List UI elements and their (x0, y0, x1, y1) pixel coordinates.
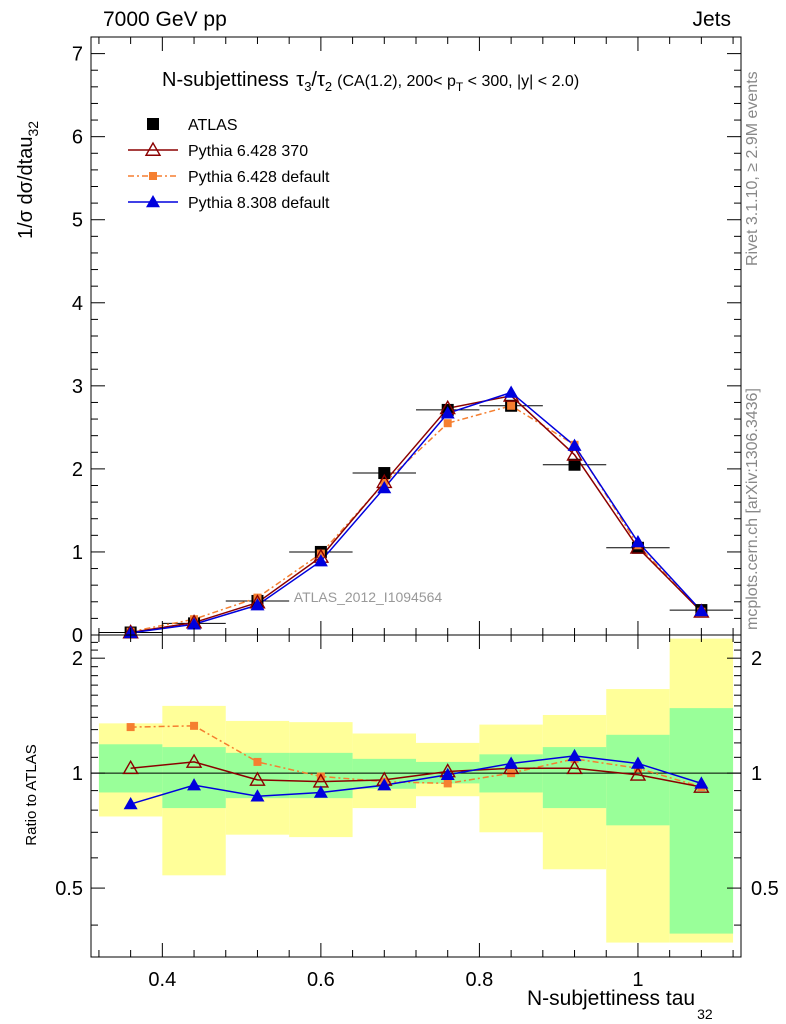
main-y-tick-label: 3 (72, 376, 83, 398)
legend-pythia8-default-marker (146, 195, 160, 208)
main-y-tick-label: 6 (72, 127, 83, 149)
ratio-data-point (377, 778, 392, 791)
ratio-data-point (250, 789, 265, 802)
main-data-point (567, 438, 582, 451)
main-data-point (694, 603, 709, 617)
legend-pythia6-default-marker (149, 172, 157, 180)
ratio-data-point (122, 759, 139, 775)
legend: ATLAS Pythia 6.428 370 Pythia 6.428 defaul… (128, 117, 330, 212)
header-left: 7000 GeV pp (103, 8, 227, 31)
main-data-point (566, 446, 583, 461)
x-tick-label: 0.8 (466, 969, 494, 991)
main-series-line (130, 391, 702, 634)
ratio-data-point (694, 776, 709, 789)
ratio-data-point (185, 753, 203, 768)
main-y-tick-label: 5 (72, 210, 83, 232)
ratio-data-point (316, 772, 325, 781)
ratio-y-tick-label-right: 1 (751, 763, 762, 785)
main-data-point (440, 406, 455, 419)
ratio-data-point (187, 778, 202, 791)
ratio-y-label: Ratio to ATLAS (23, 744, 40, 845)
ratio-axes: 0.5 0.5 1 1 2 2 0.4 0.6 0.8 1 (55, 635, 779, 991)
ratio-data-point (126, 723, 135, 732)
legend-pythia8-default-label: Pythia 8.308 default (188, 195, 330, 212)
main-data-point (443, 419, 452, 428)
ratio-series-line (130, 755, 702, 805)
main-data-point (377, 480, 392, 494)
ratio-y-tick-label: 2 (72, 648, 83, 670)
ratio-panel: 0.5 0.5 1 1 2 2 0.4 0.6 0.8 1 (55, 634, 779, 991)
x-tick-label: 0.4 (148, 969, 176, 991)
ratio-y-tick-label-right: 2 (751, 648, 762, 670)
ratio-data-point (629, 766, 647, 781)
ratio-data-point (567, 748, 582, 762)
legend-pythia6-default-label: Pythia 6.428 default (188, 169, 330, 186)
ratio-bands (91, 638, 741, 943)
main-series-line (130, 394, 702, 634)
main-y-tick-label: 2 (72, 459, 83, 481)
ratio-marks (122, 721, 710, 810)
ratio-green-band (98, 744, 163, 793)
legend-atlas-label: ATLAS (188, 117, 238, 134)
main-data-point (316, 549, 325, 558)
legend-pythia6-370-label: Pythia 6.428 370 (188, 143, 308, 160)
ratio-series-line (130, 725, 702, 788)
x-tick-label: 0.6 (307, 969, 335, 991)
ratio-data-point (253, 757, 262, 766)
ratio-series-line (130, 761, 702, 788)
ratio-data-point (249, 771, 266, 786)
main-axes: 0 1 2 3 4 5 6 7 (72, 36, 741, 647)
ratio-data-point (630, 756, 645, 769)
ratio-data-point (190, 721, 199, 730)
x-axis-label: N-subjettiness tau32 (527, 987, 713, 1022)
legend-atlas-marker (147, 118, 159, 130)
legend-pythia6-370-marker (144, 141, 162, 156)
ratio-data-point (566, 759, 583, 775)
watermark: ATLAS_2012_I1094564 (294, 589, 443, 605)
main-y-tick-label: 7 (72, 44, 83, 66)
main-data-point (250, 598, 265, 611)
main-y-label: 1/σ dσ/dtau32 (15, 121, 41, 239)
ratio-data-point (440, 767, 455, 781)
ratio-y-tick-label: 0.5 (55, 878, 83, 900)
main-data-point (378, 467, 391, 480)
main-data-point (253, 593, 262, 602)
ratio-data-point (443, 779, 452, 788)
main-data-point (187, 617, 202, 630)
main-title: N-subjettiness τ3/τ2 (CA(1.2), 200< pT < … (162, 69, 579, 94)
ratio-data-point (123, 797, 138, 810)
ratio-y-tick-label: 1 (72, 763, 83, 785)
main-data-point (313, 554, 328, 567)
main-y-tick-label: 4 (72, 293, 83, 315)
main-panel: 0 1 2 3 4 5 6 7 (72, 36, 742, 647)
main-data-point (504, 385, 519, 398)
main-y-tick-label: 1 (72, 542, 83, 564)
header-right: Jets (692, 8, 731, 31)
ratio-y-tick-label-right: 0.5 (751, 878, 779, 900)
main-data-point (568, 458, 581, 471)
main-y-tick-label: 0 (72, 625, 83, 647)
x-tick-label: 1 (632, 969, 643, 991)
ratio-green-band (669, 708, 734, 934)
ratio-green-band (162, 747, 226, 809)
ratio-data-point (504, 756, 519, 769)
main-data-point (630, 534, 645, 548)
main-data-point (507, 401, 516, 410)
ratio-data-point (313, 785, 328, 798)
